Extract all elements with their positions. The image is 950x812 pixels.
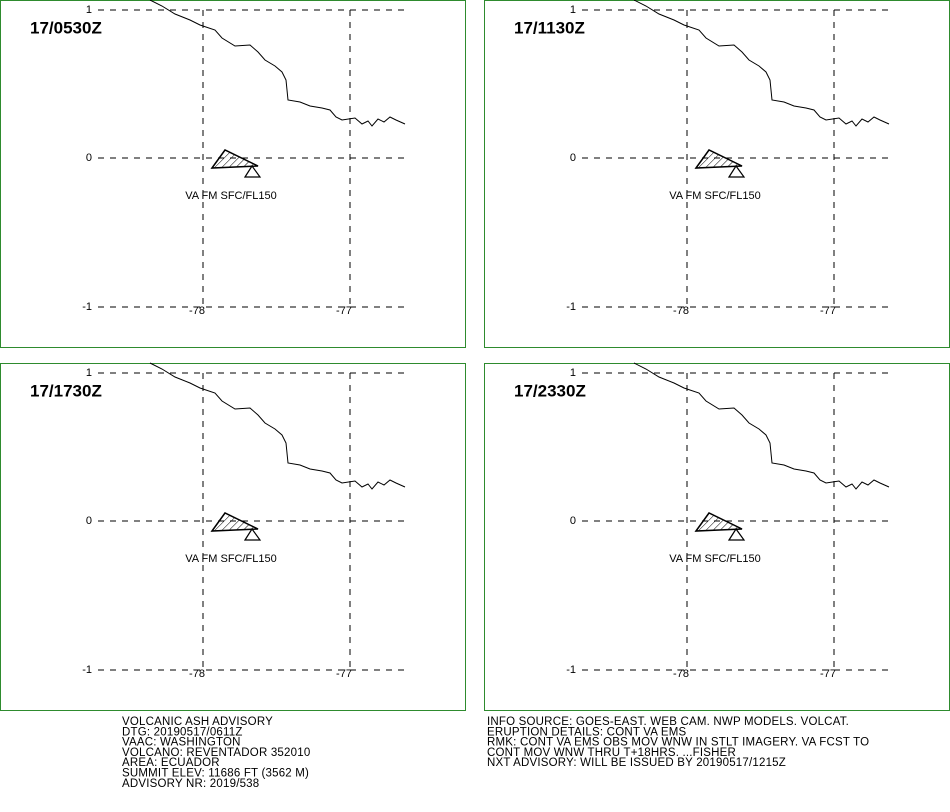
advisory-text: AREA: ECUADOR [122, 757, 220, 769]
coastline [633, 362, 890, 490]
longitude-label: -78 [673, 668, 689, 680]
panel-frame [0, 363, 466, 711]
advisory-text: VAAC: WASHINGTON [122, 737, 241, 749]
volcano-symbol [243, 164, 262, 178]
latitude-label: -1 [82, 664, 92, 676]
coastline [149, 0, 406, 127]
volcano-symbol [727, 164, 746, 178]
latitude-label: 1 [86, 4, 92, 16]
ash-label: VA FM SFC/FL150 [669, 190, 761, 202]
advisory-text: NXT ADVISORY: WILL BE ISSUED BY 20190517… [487, 757, 786, 769]
latitude-label: 0 [86, 152, 92, 164]
map-panel: 1 0 -1 -78 -77 17/2330Z VA FM SFC/FL150 [484, 362, 950, 711]
ash-label: VA FM SFC/FL150 [185, 190, 277, 202]
ash-label: VA FM SFC/FL150 [185, 553, 277, 565]
advisory-text: RMK: CONT VA EMS OBS MOV WNW IN STLT IMA… [487, 737, 869, 749]
panel-frame [484, 0, 950, 348]
longitude-label: -78 [673, 305, 689, 317]
latitude-label: 0 [570, 152, 576, 164]
advisory-text: VOLCANO: REVENTADOR 352010 [122, 747, 310, 759]
ash-area [210, 149, 259, 169]
map-panel: 1 0 -1 -78 -77 17/1130Z VA FM SFC/FL150 [484, 0, 950, 348]
advisory-text: INFO SOURCE: GOES-EAST. WEB CAM. NWP MOD… [487, 716, 849, 728]
advisory-text: CONT MOV WNW THRU T+18HRS. ...FISHER [487, 747, 736, 759]
panel-frame [0, 0, 466, 348]
panel-frame [484, 363, 950, 711]
latitude-label: 0 [570, 515, 576, 527]
advisory-text: SUMMIT ELEV: 11686 FT (3562 M) [122, 768, 309, 780]
time-label: 17/1730Z [30, 381, 102, 400]
time-label: 17/0530Z [30, 18, 102, 37]
map-panel: 1 0 -1 -78 -77 17/1730Z VA FM SFC/FL150 [0, 362, 466, 711]
latitude-label: 1 [570, 367, 576, 379]
advisory-text: DTG: 20190517/0611Z [122, 726, 243, 738]
latitude-label: -1 [82, 301, 92, 313]
coastline [633, 0, 890, 127]
longitude-label: -77 [336, 668, 352, 680]
map-panel: 1 0 -1 -78 -77 17/0530Z VA FM SFC/FL150 [0, 0, 466, 348]
advisory-text: ADVISORY NR: 2019/538 [122, 778, 259, 790]
time-label: 17/1130Z [514, 18, 585, 37]
latitude-label: -1 [566, 301, 576, 313]
latitude-label: -1 [566, 664, 576, 676]
time-label: 17/2330Z [514, 381, 586, 400]
longitude-label: -78 [189, 305, 205, 317]
coastline [149, 362, 406, 490]
ash-area [694, 512, 743, 532]
latitude-label: 0 [86, 515, 92, 527]
ash-label: VA FM SFC/FL150 [669, 553, 761, 565]
longitude-label: -77 [820, 668, 836, 680]
advisory-text: VOLCANIC ASH ADVISORY [122, 716, 273, 728]
longitude-label: -77 [820, 305, 836, 317]
longitude-label: -77 [336, 305, 352, 317]
latitude-label: 1 [86, 367, 92, 379]
ash-area [210, 512, 259, 532]
ash-area [694, 149, 743, 169]
volcano-symbol [727, 527, 746, 541]
advisory-text: ERUPTION DETAILS: CONT VA EMS [487, 726, 687, 738]
volcano-symbol [243, 527, 262, 541]
latitude-label: 1 [570, 4, 576, 16]
longitude-label: -78 [189, 668, 205, 680]
